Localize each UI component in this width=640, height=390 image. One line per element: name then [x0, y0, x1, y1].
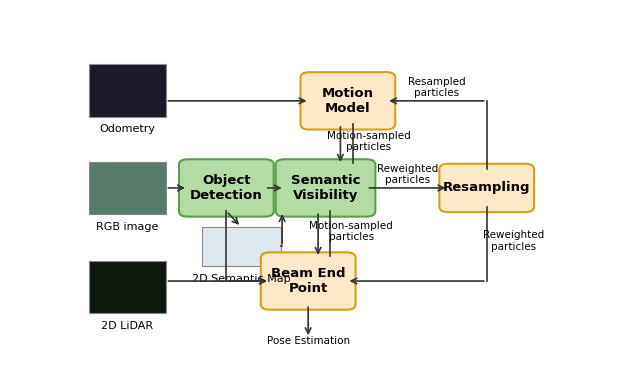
Text: RGB image: RGB image — [96, 222, 158, 232]
Bar — [89, 162, 166, 214]
FancyBboxPatch shape — [260, 252, 356, 310]
FancyBboxPatch shape — [276, 159, 376, 216]
FancyBboxPatch shape — [179, 159, 274, 216]
Text: Pose Estimation: Pose Estimation — [267, 336, 349, 346]
FancyBboxPatch shape — [439, 164, 534, 212]
Text: Motion-sampled
particles: Motion-sampled particles — [309, 221, 393, 242]
Text: Reweighted
particles: Reweighted particles — [483, 230, 545, 252]
Text: Motion
Model: Motion Model — [322, 87, 374, 115]
Text: Resampled
particles: Resampled particles — [408, 76, 465, 98]
Bar — [89, 261, 166, 313]
Bar — [202, 227, 281, 266]
FancyBboxPatch shape — [300, 72, 396, 129]
Text: Reweighted
particles: Reweighted particles — [377, 164, 438, 185]
Text: 2D Semantic Map: 2D Semantic Map — [192, 273, 291, 284]
Text: Semantic
Visibility: Semantic Visibility — [291, 174, 360, 202]
Text: Beam End
Point: Beam End Point — [271, 267, 346, 295]
Text: Object
Detection: Object Detection — [190, 174, 262, 202]
Text: Resampling: Resampling — [443, 181, 531, 195]
Text: 2D LiDAR: 2D LiDAR — [101, 321, 153, 331]
Bar — [89, 64, 166, 117]
Text: Motion-sampled
particles: Motion-sampled particles — [327, 131, 410, 152]
Text: Odometry: Odometry — [99, 124, 155, 134]
